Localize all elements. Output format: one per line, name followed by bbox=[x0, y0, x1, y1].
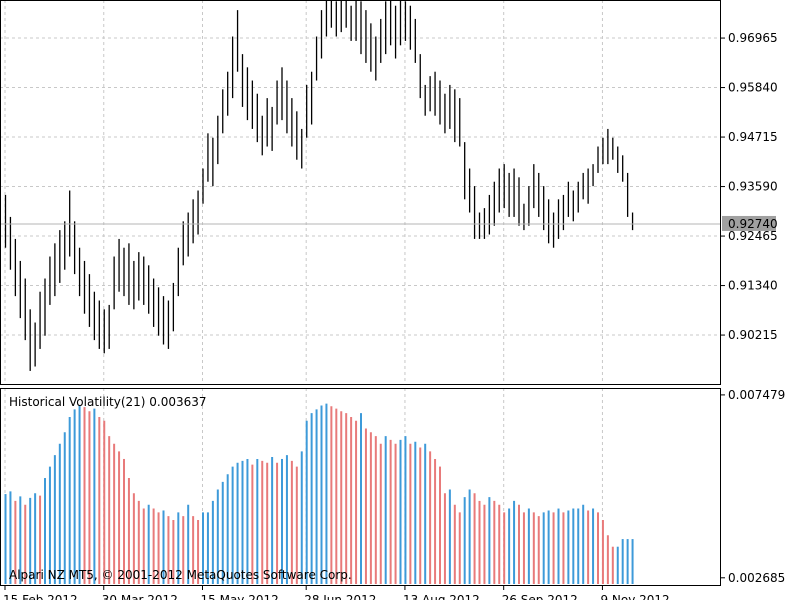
x-tick-label: 28 Jun 2012 bbox=[304, 593, 376, 600]
watermark: Alpari NZ MT5, © 2001-2012 MetaQuotes So… bbox=[9, 568, 352, 582]
y-tick-label: 0.96965 bbox=[728, 31, 778, 45]
price-panel-border bbox=[0, 0, 721, 385]
x-tick-label: 15 Feb 2012 bbox=[3, 593, 78, 600]
volatility-panel-border bbox=[0, 388, 721, 586]
axes: 15 Feb 2012 30 Mar 2012 15 May 2012 28 Jun … bbox=[3, 31, 785, 600]
y-tick-label: 0.002685 bbox=[728, 571, 785, 585]
x-tick-label: 30 Mar 2012 bbox=[102, 593, 178, 600]
y-tick-label: 0.90215 bbox=[728, 328, 778, 342]
x-tick-label: 15 May 2012 bbox=[201, 593, 279, 600]
y-tick-label: 0.91340 bbox=[728, 279, 778, 293]
y-tick-label: 0.92465 bbox=[728, 229, 778, 243]
volatility-plot bbox=[4, 389, 634, 584]
price-plot bbox=[1, 1, 720, 384]
x-tick-label: 9 Nov 2012 bbox=[600, 593, 669, 600]
x-tick-label: 13 Aug 2012 bbox=[403, 593, 480, 600]
x-tick-label: 26 Sep 2012 bbox=[502, 593, 578, 600]
y-tick-label: 0.007479 bbox=[728, 388, 785, 402]
last-price-label: 0.92740 bbox=[728, 217, 778, 231]
y-tick-label: 0.93590 bbox=[728, 180, 778, 194]
y-tick-label: 0.94715 bbox=[728, 130, 778, 144]
indicator-title: Historical Volatility(21) 0.003637 bbox=[9, 395, 207, 409]
last-price-box bbox=[722, 215, 776, 231]
y-tick-label: 0.95840 bbox=[728, 81, 778, 95]
